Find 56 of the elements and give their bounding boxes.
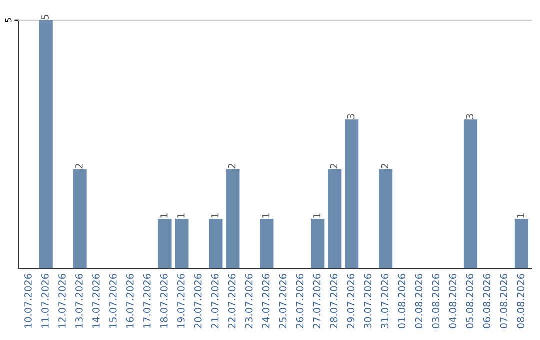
data-label: 1 xyxy=(160,214,168,218)
data-label: 2 xyxy=(330,164,338,169)
bar xyxy=(73,169,87,269)
x-tick-label: 08.08.2026 xyxy=(517,274,525,328)
x-tick-label: 30.07.2026 xyxy=(364,274,372,328)
data-label: 1 xyxy=(178,214,185,218)
x-tick-label: 22.07.2026 xyxy=(228,274,236,328)
x-tick-label: 23.07.2026 xyxy=(245,274,253,328)
bar xyxy=(514,218,529,269)
x-tick-label: 02.08.2026 xyxy=(415,274,423,328)
x-tick-label: 21.07.2026 xyxy=(211,274,219,328)
data-label: 1 xyxy=(212,214,219,218)
x-tick-label: 25.07.2026 xyxy=(279,274,287,328)
data-label: 1 xyxy=(313,214,321,218)
x-tick-label: 11.07.2026 xyxy=(42,274,49,328)
x-tick-label: 26.07.2026 xyxy=(296,274,304,328)
x-tick-label: 29.07.2026 xyxy=(347,274,355,328)
x-tick-label: 10.07.2026 xyxy=(24,274,32,328)
x-tick-label: 19.07.2026 xyxy=(177,274,185,328)
bar xyxy=(226,169,240,269)
bar xyxy=(379,169,393,269)
data-label: 2 xyxy=(228,164,236,169)
data-label: 5 xyxy=(42,15,49,20)
bar xyxy=(328,169,342,269)
x-tick-label: 05.08.2026 xyxy=(466,274,474,328)
x-tick-label: 06.08.2026 xyxy=(483,274,491,328)
x-tick-label: 07.08.2026 xyxy=(500,274,508,328)
data-label: 1 xyxy=(517,214,524,218)
bar xyxy=(175,218,189,269)
x-tick-label: 03.08.2026 xyxy=(432,274,440,328)
data-label: 2 xyxy=(76,164,83,169)
x-tick-label: 31.07.2026 xyxy=(381,274,389,328)
x-tick-label: 28.07.2026 xyxy=(330,274,338,328)
x-tick-label: 17.07.2026 xyxy=(143,274,151,328)
bar xyxy=(311,218,325,269)
data-label: 3 xyxy=(347,114,355,119)
x-tick-label: 12.07.2026 xyxy=(58,274,66,328)
bar xyxy=(345,120,359,269)
data-label: 2 xyxy=(381,164,388,169)
x-tick-label: 13.07.2026 xyxy=(76,274,83,328)
bar xyxy=(464,120,478,269)
bar xyxy=(209,218,223,269)
bar xyxy=(158,218,172,269)
x-tick-label: 04.08.2026 xyxy=(449,274,457,328)
x-tick-label: 14.07.2026 xyxy=(92,274,100,328)
x-tick-label: 16.07.2026 xyxy=(126,274,134,328)
data-label: 3 xyxy=(466,114,474,119)
x-tick-label: 20.07.2026 xyxy=(194,274,202,328)
x-tick-label: 01.08.2026 xyxy=(398,274,406,328)
x-tick-label: 15.07.2026 xyxy=(109,274,117,328)
bar xyxy=(260,218,274,269)
bar xyxy=(39,20,53,269)
x-tick-label: 18.07.2026 xyxy=(160,274,168,328)
x-tick-label: 24.07.2026 xyxy=(262,274,270,328)
data-label: 1 xyxy=(262,214,270,218)
x-tick-label: 27.07.2026 xyxy=(313,274,321,328)
